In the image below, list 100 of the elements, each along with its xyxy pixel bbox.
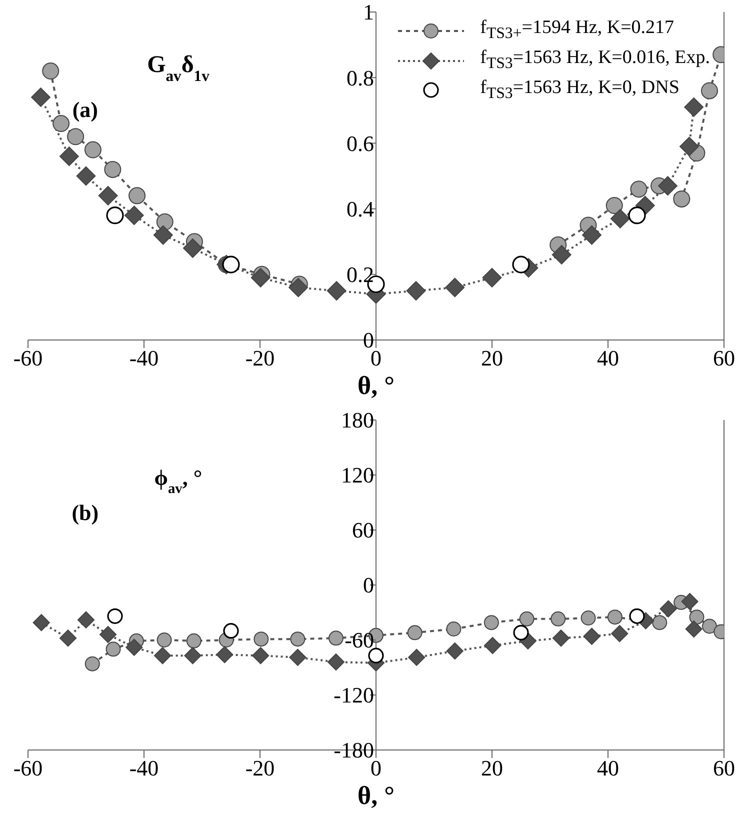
point	[482, 268, 502, 288]
point	[67, 128, 84, 146]
point	[104, 160, 122, 178]
point	[107, 608, 123, 624]
point	[184, 647, 202, 664]
point	[513, 624, 529, 640]
point	[681, 592, 698, 610]
point	[254, 632, 269, 647]
point	[689, 610, 704, 625]
point	[550, 611, 566, 626]
point	[328, 630, 344, 646]
point	[673, 190, 690, 208]
point	[484, 615, 499, 630]
y-tick-label: 0.6	[346, 130, 374, 156]
y-tick-label: 0.8	[346, 65, 374, 90]
point	[289, 648, 306, 666]
point	[408, 648, 426, 666]
y-tick-label: 0	[363, 572, 374, 598]
point	[519, 611, 534, 626]
x-tick-label: 20	[481, 346, 503, 371]
point	[606, 197, 623, 214]
x-tick-label: 20	[481, 756, 503, 781]
point	[580, 610, 596, 626]
x-axis-title: θ, °	[358, 781, 394, 810]
point	[128, 187, 146, 204]
point	[154, 647, 172, 664]
y-tick-label: -120	[334, 682, 374, 708]
annotation: (b)	[72, 500, 99, 525]
point	[660, 600, 677, 618]
point	[610, 208, 630, 228]
y-axis-title: ϕ$_{av}$, °	[154, 465, 202, 497]
point	[446, 622, 462, 636]
x-tick-label: -20	[245, 346, 275, 371]
legend-label: f$_{TS3}$=1563 Hz, K=0, DNS	[480, 76, 680, 104]
point	[326, 281, 346, 300]
point	[124, 206, 144, 226]
point	[98, 186, 118, 206]
point	[406, 281, 426, 300]
legend-label: f$_{TS3}$=1563 Hz, K=0.016, Exp.	[480, 46, 710, 74]
point	[223, 623, 239, 639]
point	[156, 632, 172, 648]
x-tick-label: -60	[13, 756, 43, 781]
y-tick-label: 120	[341, 462, 374, 488]
point	[59, 630, 77, 647]
point	[186, 633, 202, 648]
point	[685, 620, 702, 638]
point	[680, 136, 699, 156]
y-tick-label: -60	[344, 628, 374, 653]
point	[252, 647, 270, 664]
point	[582, 225, 602, 245]
point	[222, 256, 240, 274]
y-tick-label: 60	[352, 518, 374, 543]
point	[327, 653, 345, 671]
point	[407, 625, 422, 640]
point	[607, 610, 622, 625]
point	[216, 646, 234, 664]
y-tick-label: 180	[341, 408, 374, 433]
point	[611, 625, 628, 642]
point	[84, 141, 102, 158]
y-tick-label: 0.2	[346, 262, 374, 288]
point	[77, 611, 95, 628]
point	[702, 618, 717, 634]
point	[42, 62, 60, 80]
y-tick-label: 0.4	[346, 196, 374, 222]
point	[31, 88, 50, 107]
point	[59, 146, 79, 166]
point	[288, 278, 308, 298]
point	[512, 256, 530, 274]
x-tick-label: -40	[129, 346, 159, 371]
point	[32, 614, 50, 632]
point	[106, 642, 121, 657]
point	[484, 636, 502, 654]
point	[445, 278, 465, 298]
x-axis-title: θ, °	[358, 371, 394, 400]
point	[290, 632, 306, 647]
point	[52, 115, 70, 132]
point	[583, 628, 600, 645]
point	[250, 268, 270, 288]
point	[126, 638, 143, 656]
point	[84, 656, 100, 672]
point	[630, 180, 648, 198]
point	[446, 642, 464, 660]
legend-label: f$_{TS3+}$=1594 Hz, K=0.217	[480, 16, 674, 44]
point	[99, 626, 117, 644]
point	[629, 608, 645, 624]
point	[183, 238, 202, 258]
point	[684, 97, 704, 117]
point	[658, 176, 678, 196]
annotation: (a)	[72, 97, 98, 122]
point	[701, 82, 718, 100]
x-tick-label: 40	[597, 756, 619, 781]
y-tick-label: 1	[363, 0, 374, 25]
point	[368, 648, 384, 664]
x-tick-label: -40	[129, 756, 159, 781]
point	[552, 630, 570, 647]
point	[652, 615, 668, 630]
x-tick-label: 60	[713, 346, 735, 371]
x-tick-label: -60	[13, 346, 43, 371]
y-axis-title: G$_{av}$δ$_{1v}$	[147, 52, 210, 84]
point	[153, 225, 173, 245]
